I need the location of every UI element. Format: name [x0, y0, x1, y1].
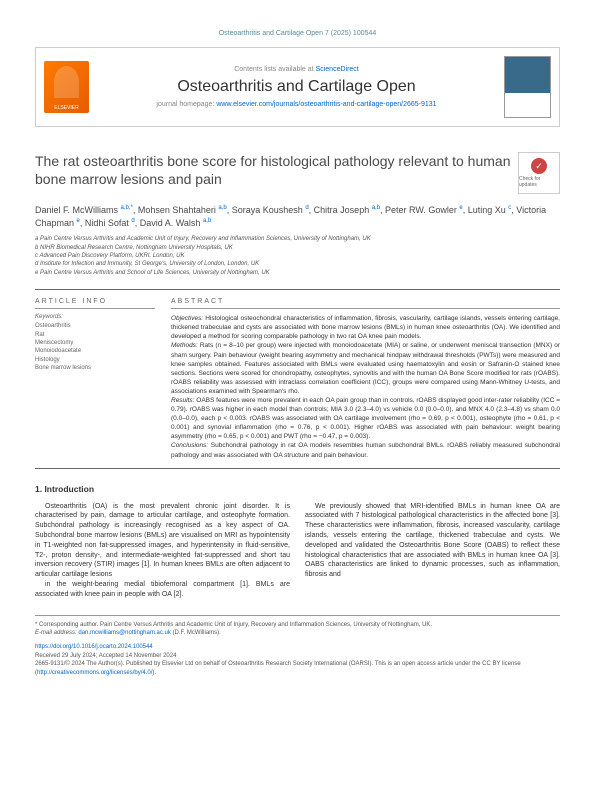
conclusions-label: Conclusions:: [171, 442, 208, 449]
license-link[interactable]: http://creativecommons.org/licenses/by/4…: [37, 670, 152, 676]
affiliation-line: d Institute for Infection and Immunity, …: [35, 260, 560, 268]
doi-link[interactable]: https://doi.org/10.1016/j.ocarto.2024.10…: [35, 644, 153, 650]
intro-para-2: in the weight-bearing medial tibiofemora…: [35, 580, 290, 600]
homepage-line: journal homepage: www.elsevier.com/journ…: [99, 101, 494, 108]
affiliations: a Pain Centre Versus Arthritis and Acade…: [35, 235, 560, 277]
results-label: Results:: [171, 397, 194, 404]
email-suffix: (D.F. McWilliams).: [171, 630, 221, 636]
keyword: Osteoarthritis: [35, 322, 155, 330]
email-line: E-mail address: dan.mcwilliams@nottingha…: [35, 629, 560, 637]
keyword: Rat: [35, 331, 155, 339]
journal-title: Osteoarthritis and Cartilage Open: [99, 78, 494, 96]
header-citation: Osteoarthritis and Cartilage Open 7 (202…: [35, 30, 560, 37]
email-link[interactable]: dan.mcwilliams@nottingham.ac.uk: [78, 630, 170, 636]
methods-text: Rats (n = 8–10 per group) were injected …: [171, 342, 560, 394]
email-label: E-mail address:: [35, 630, 78, 636]
authors-list: Daniel F. McWilliams a,b,*, Mohsen Shaht…: [35, 204, 560, 229]
objectives-label: Objectives:: [171, 315, 203, 322]
affiliation-line: a Pain Centre Versus Arthritis and Acade…: [35, 235, 560, 243]
abstract-heading: ABSTRACT: [171, 298, 560, 309]
contents-prefix: Contents lists available at: [234, 66, 315, 73]
affiliation-line: c Advanced Pain Discovery Platform, UKRI…: [35, 252, 560, 260]
intro-para-1: Osteoarthritis (OA) is the most prevalen…: [35, 502, 290, 580]
received-dates: Received 29 July 2024; Accepted 14 Novem…: [35, 652, 560, 660]
check-updates-badge[interactable]: Check for updates: [518, 152, 560, 194]
copyright-end: ).: [152, 670, 156, 676]
article-info-heading: ARTICLE INFO: [35, 298, 155, 309]
results-text: OABS features were more prevalent in eac…: [171, 397, 560, 440]
objectives-text: Histological osteochondral characteristi…: [171, 315, 560, 340]
abstract-text: Objectives: Histological osteochondral c…: [171, 314, 560, 460]
homepage-prefix: journal homepage:: [156, 101, 216, 108]
contents-line: Contents lists available at ScienceDirec…: [99, 66, 494, 73]
intro-para-3: We previously showed that MRI-identified…: [305, 502, 560, 580]
keyword: Histology: [35, 356, 155, 364]
introduction-heading: 1. Introduction: [35, 484, 560, 494]
sciencedirect-link[interactable]: ScienceDirect: [316, 66, 359, 73]
methods-label: Methods:: [171, 342, 198, 349]
conclusions-text: Subchondral pathology in rat OA models r…: [171, 442, 560, 458]
copyright: 2665-9131/© 2024 The Author(s). Publishe…: [35, 660, 560, 677]
affiliation-line: b NIHR Biomedical Research Centre, Notti…: [35, 244, 560, 252]
article-title: The rat osteoarthritis bone score for hi…: [35, 152, 518, 188]
keyword: Bone marrow lesions: [35, 364, 155, 372]
keyword: Monoiodoacetate: [35, 347, 155, 355]
affiliation-line: e Pain Centre Versus Arthritis and Schoo…: [35, 269, 560, 277]
keywords-label: Keywords:: [35, 314, 155, 320]
journal-cover-thumbnail: [504, 56, 551, 118]
homepage-link[interactable]: www.elsevier.com/journals/osteoarthritis…: [216, 101, 436, 108]
publisher-logo: ELSEVIER: [44, 61, 89, 113]
corresponding-author: * Corresponding author. Pain Centre Vers…: [35, 621, 560, 629]
masthead: ELSEVIER Contents lists available at Sci…: [35, 47, 560, 127]
body-text: Osteoarthritis (OA) is the most prevalen…: [35, 502, 560, 600]
keyword: Meniscectomy: [35, 339, 155, 347]
